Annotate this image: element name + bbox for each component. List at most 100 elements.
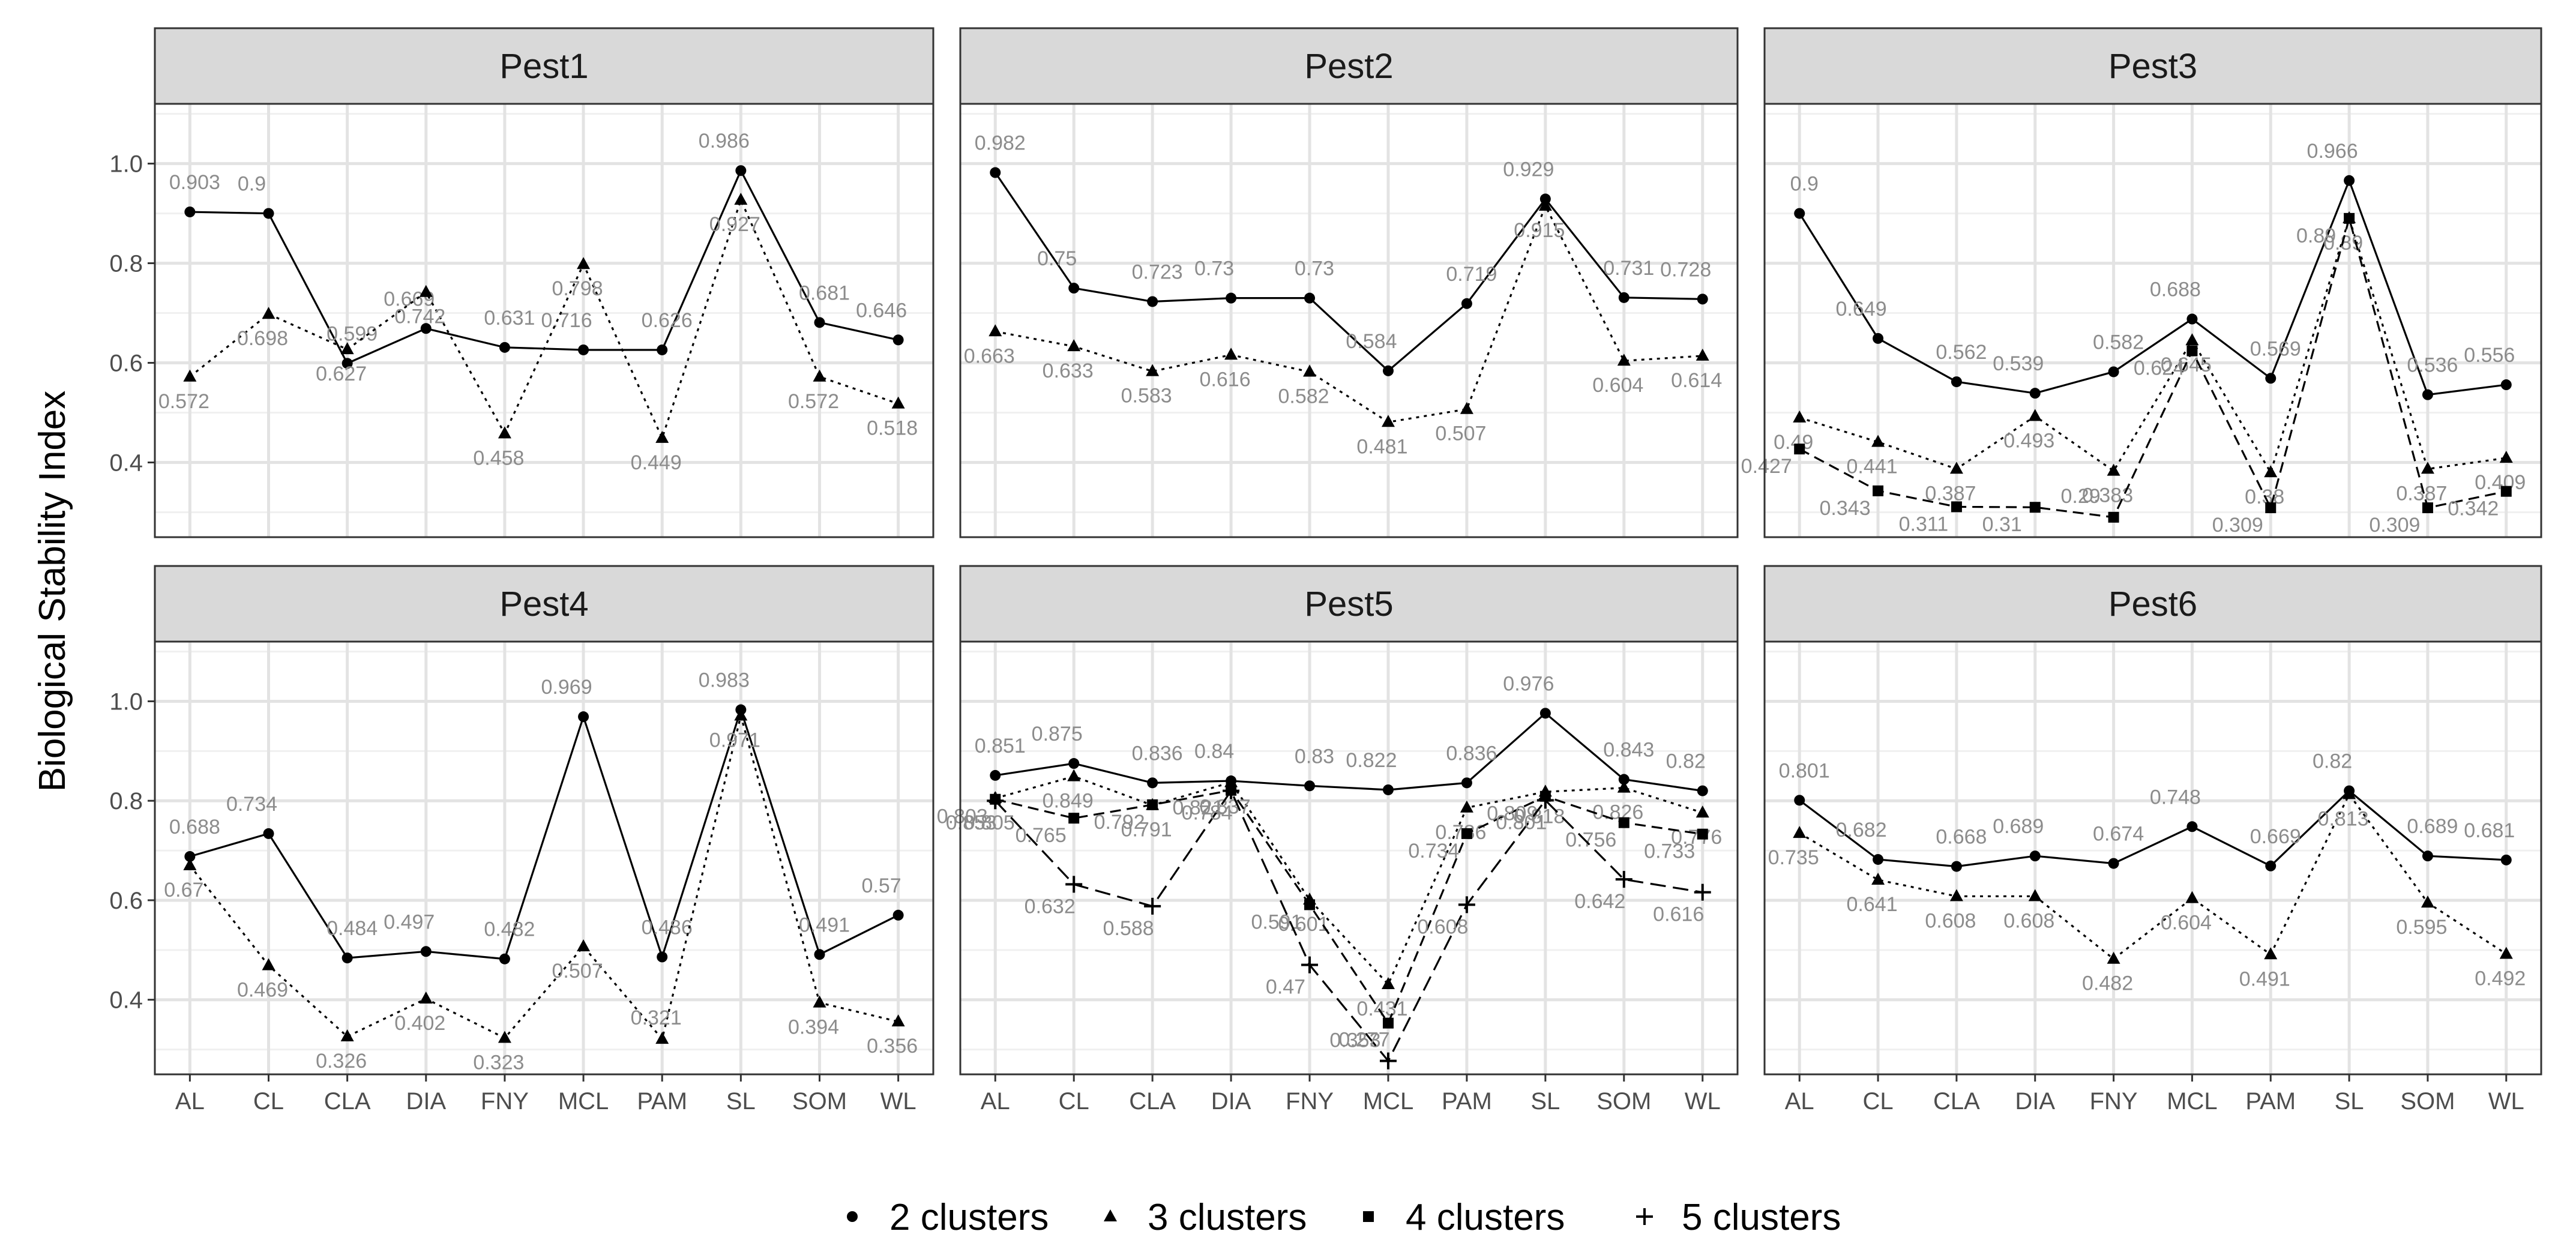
data-point bbox=[2107, 463, 2120, 476]
data-label: 0.572 bbox=[158, 390, 209, 413]
data-label: 0.915 bbox=[1514, 219, 1565, 242]
x-tick-label: MCL bbox=[1363, 1088, 1413, 1115]
data-label: 0.582 bbox=[2093, 331, 2144, 354]
data-point bbox=[1382, 365, 1394, 376]
data-point bbox=[891, 396, 905, 409]
data-label: 0.9 bbox=[1790, 173, 1819, 196]
data-label: 0.83 bbox=[1295, 745, 1334, 768]
data-label: 0.82 bbox=[1666, 750, 1706, 773]
data-point bbox=[1226, 292, 1237, 304]
data-point bbox=[1696, 805, 1709, 818]
series-2-clusters: 0.9 0.649 0.562 0.539 0.582 0.688 0.569 0.966 0.… bbox=[1790, 140, 2515, 400]
data-point bbox=[262, 958, 275, 971]
data-label: 0.843 bbox=[1603, 739, 1654, 762]
data-point bbox=[987, 792, 1004, 810]
plot-area bbox=[960, 104, 1738, 537]
data-point bbox=[2028, 889, 2042, 901]
data-label: 0.394 bbox=[788, 1016, 839, 1039]
data-point bbox=[734, 193, 748, 205]
data-point bbox=[1873, 853, 1884, 865]
data-label: 0.969 bbox=[541, 676, 592, 699]
data-point bbox=[2265, 860, 2277, 871]
panel-title: Pest6 bbox=[2108, 585, 2197, 624]
panel-title: Pest5 bbox=[1304, 585, 1393, 624]
series-line bbox=[1799, 215, 2506, 475]
data-point bbox=[1379, 1052, 1397, 1070]
data-label: 0.728 bbox=[1660, 258, 1711, 281]
data-point bbox=[1147, 296, 1158, 307]
data-point bbox=[813, 995, 826, 1008]
legend-label: 2 clusters bbox=[889, 1197, 1049, 1238]
data-label: 0.822 bbox=[1346, 749, 1397, 772]
data-point bbox=[1460, 402, 1473, 414]
series-3-clusters: 0.8050.8490.7910.8370.6010.4310.7860.818… bbox=[964, 769, 1722, 1020]
series-3-clusters: 0.67 0.469 0.326 0.402 0.323 0.507 0.321 0.971 0… bbox=[164, 708, 918, 1074]
data-label: 0.82 bbox=[2313, 750, 2352, 773]
data-point bbox=[2265, 373, 2277, 384]
data-point bbox=[814, 317, 825, 328]
series-2-clusters: 0.851 0.875 0.836 0.84 0.83 0.822 0.836 0.976 0.… bbox=[975, 672, 1708, 796]
data-label: 0.402 bbox=[394, 1012, 445, 1035]
data-label: 0.663 bbox=[964, 345, 1015, 367]
data-label: 0.849 bbox=[1043, 790, 1094, 813]
x-tick-label: SL bbox=[726, 1088, 756, 1115]
data-point bbox=[1382, 784, 1394, 795]
data-point bbox=[1951, 376, 1962, 388]
data-label: 0.616 bbox=[1200, 368, 1251, 391]
data-point bbox=[1381, 977, 1395, 989]
data-label: 0.669 bbox=[2250, 825, 2301, 848]
data-point bbox=[340, 1029, 354, 1042]
data-point bbox=[263, 208, 274, 219]
data-label: 0.536 bbox=[2407, 354, 2458, 377]
data-point bbox=[1615, 871, 1633, 888]
data-point bbox=[2343, 787, 2356, 799]
data-label: 0.641 bbox=[1847, 893, 1898, 916]
legend-item-4-clusters: 4 clusters bbox=[1363, 1197, 1565, 1238]
data-point bbox=[657, 344, 668, 355]
data-label: 0.9 bbox=[238, 173, 266, 196]
x-tick-label: SL bbox=[2335, 1088, 2364, 1115]
data-point bbox=[2422, 850, 2433, 862]
x-tick-label: CL bbox=[1862, 1088, 1893, 1115]
x-tick-label: SOM bbox=[792, 1088, 847, 1115]
x-tick-label: DIA bbox=[1211, 1088, 1251, 1115]
data-label: 0.742 bbox=[394, 305, 445, 328]
data-point bbox=[1794, 208, 1805, 219]
y-tick-label: 0.6 bbox=[109, 351, 143, 377]
series-line bbox=[189, 712, 899, 1041]
data-point bbox=[1949, 462, 1963, 474]
data-point bbox=[734, 708, 748, 721]
series-2-clusters: 0.982 0.75 0.723 0.73 0.73 0.584 0.719 0.929 0.7… bbox=[975, 132, 1711, 376]
data-point bbox=[342, 358, 353, 369]
data-label: 0.723 bbox=[1132, 260, 1183, 283]
data-point bbox=[1144, 897, 1161, 915]
data-label: 0.626 bbox=[642, 309, 693, 332]
panel-border bbox=[154, 640, 934, 1076]
data-label: 0.748 bbox=[2150, 786, 2201, 808]
plot-area bbox=[1765, 642, 2541, 1074]
data-point bbox=[184, 206, 196, 218]
data-point bbox=[990, 167, 1001, 178]
data-label: 0.497 bbox=[384, 910, 435, 933]
data-label: 0.601 bbox=[1278, 913, 1329, 936]
data-label: 0.47 bbox=[1266, 976, 1305, 999]
data-label: 0.482 bbox=[484, 918, 535, 941]
y-tick-label: 0.6 bbox=[109, 888, 143, 914]
data-label: 0.449 bbox=[631, 451, 682, 474]
data-point bbox=[2499, 947, 2513, 959]
data-label: 0.983 bbox=[699, 669, 750, 692]
data-point bbox=[735, 165, 747, 176]
data-label: 0.507 bbox=[1435, 423, 1486, 445]
series-2-clusters: 0.688 0.734 0.484 0.497 0.482 0.969 0.486 0.983… bbox=[169, 669, 904, 965]
data-label: 0.73 bbox=[1295, 257, 1334, 280]
data-label: 0.608 bbox=[1925, 909, 1976, 932]
data-point bbox=[1697, 828, 1708, 840]
data-point bbox=[1460, 800, 1473, 813]
data-label: 0.604 bbox=[1592, 374, 1643, 397]
panel-border bbox=[1763, 640, 2542, 1076]
data-label: 0.482 bbox=[2082, 972, 2133, 995]
y-tick-label: 1.0 bbox=[109, 151, 143, 178]
data-point bbox=[2499, 451, 2513, 463]
